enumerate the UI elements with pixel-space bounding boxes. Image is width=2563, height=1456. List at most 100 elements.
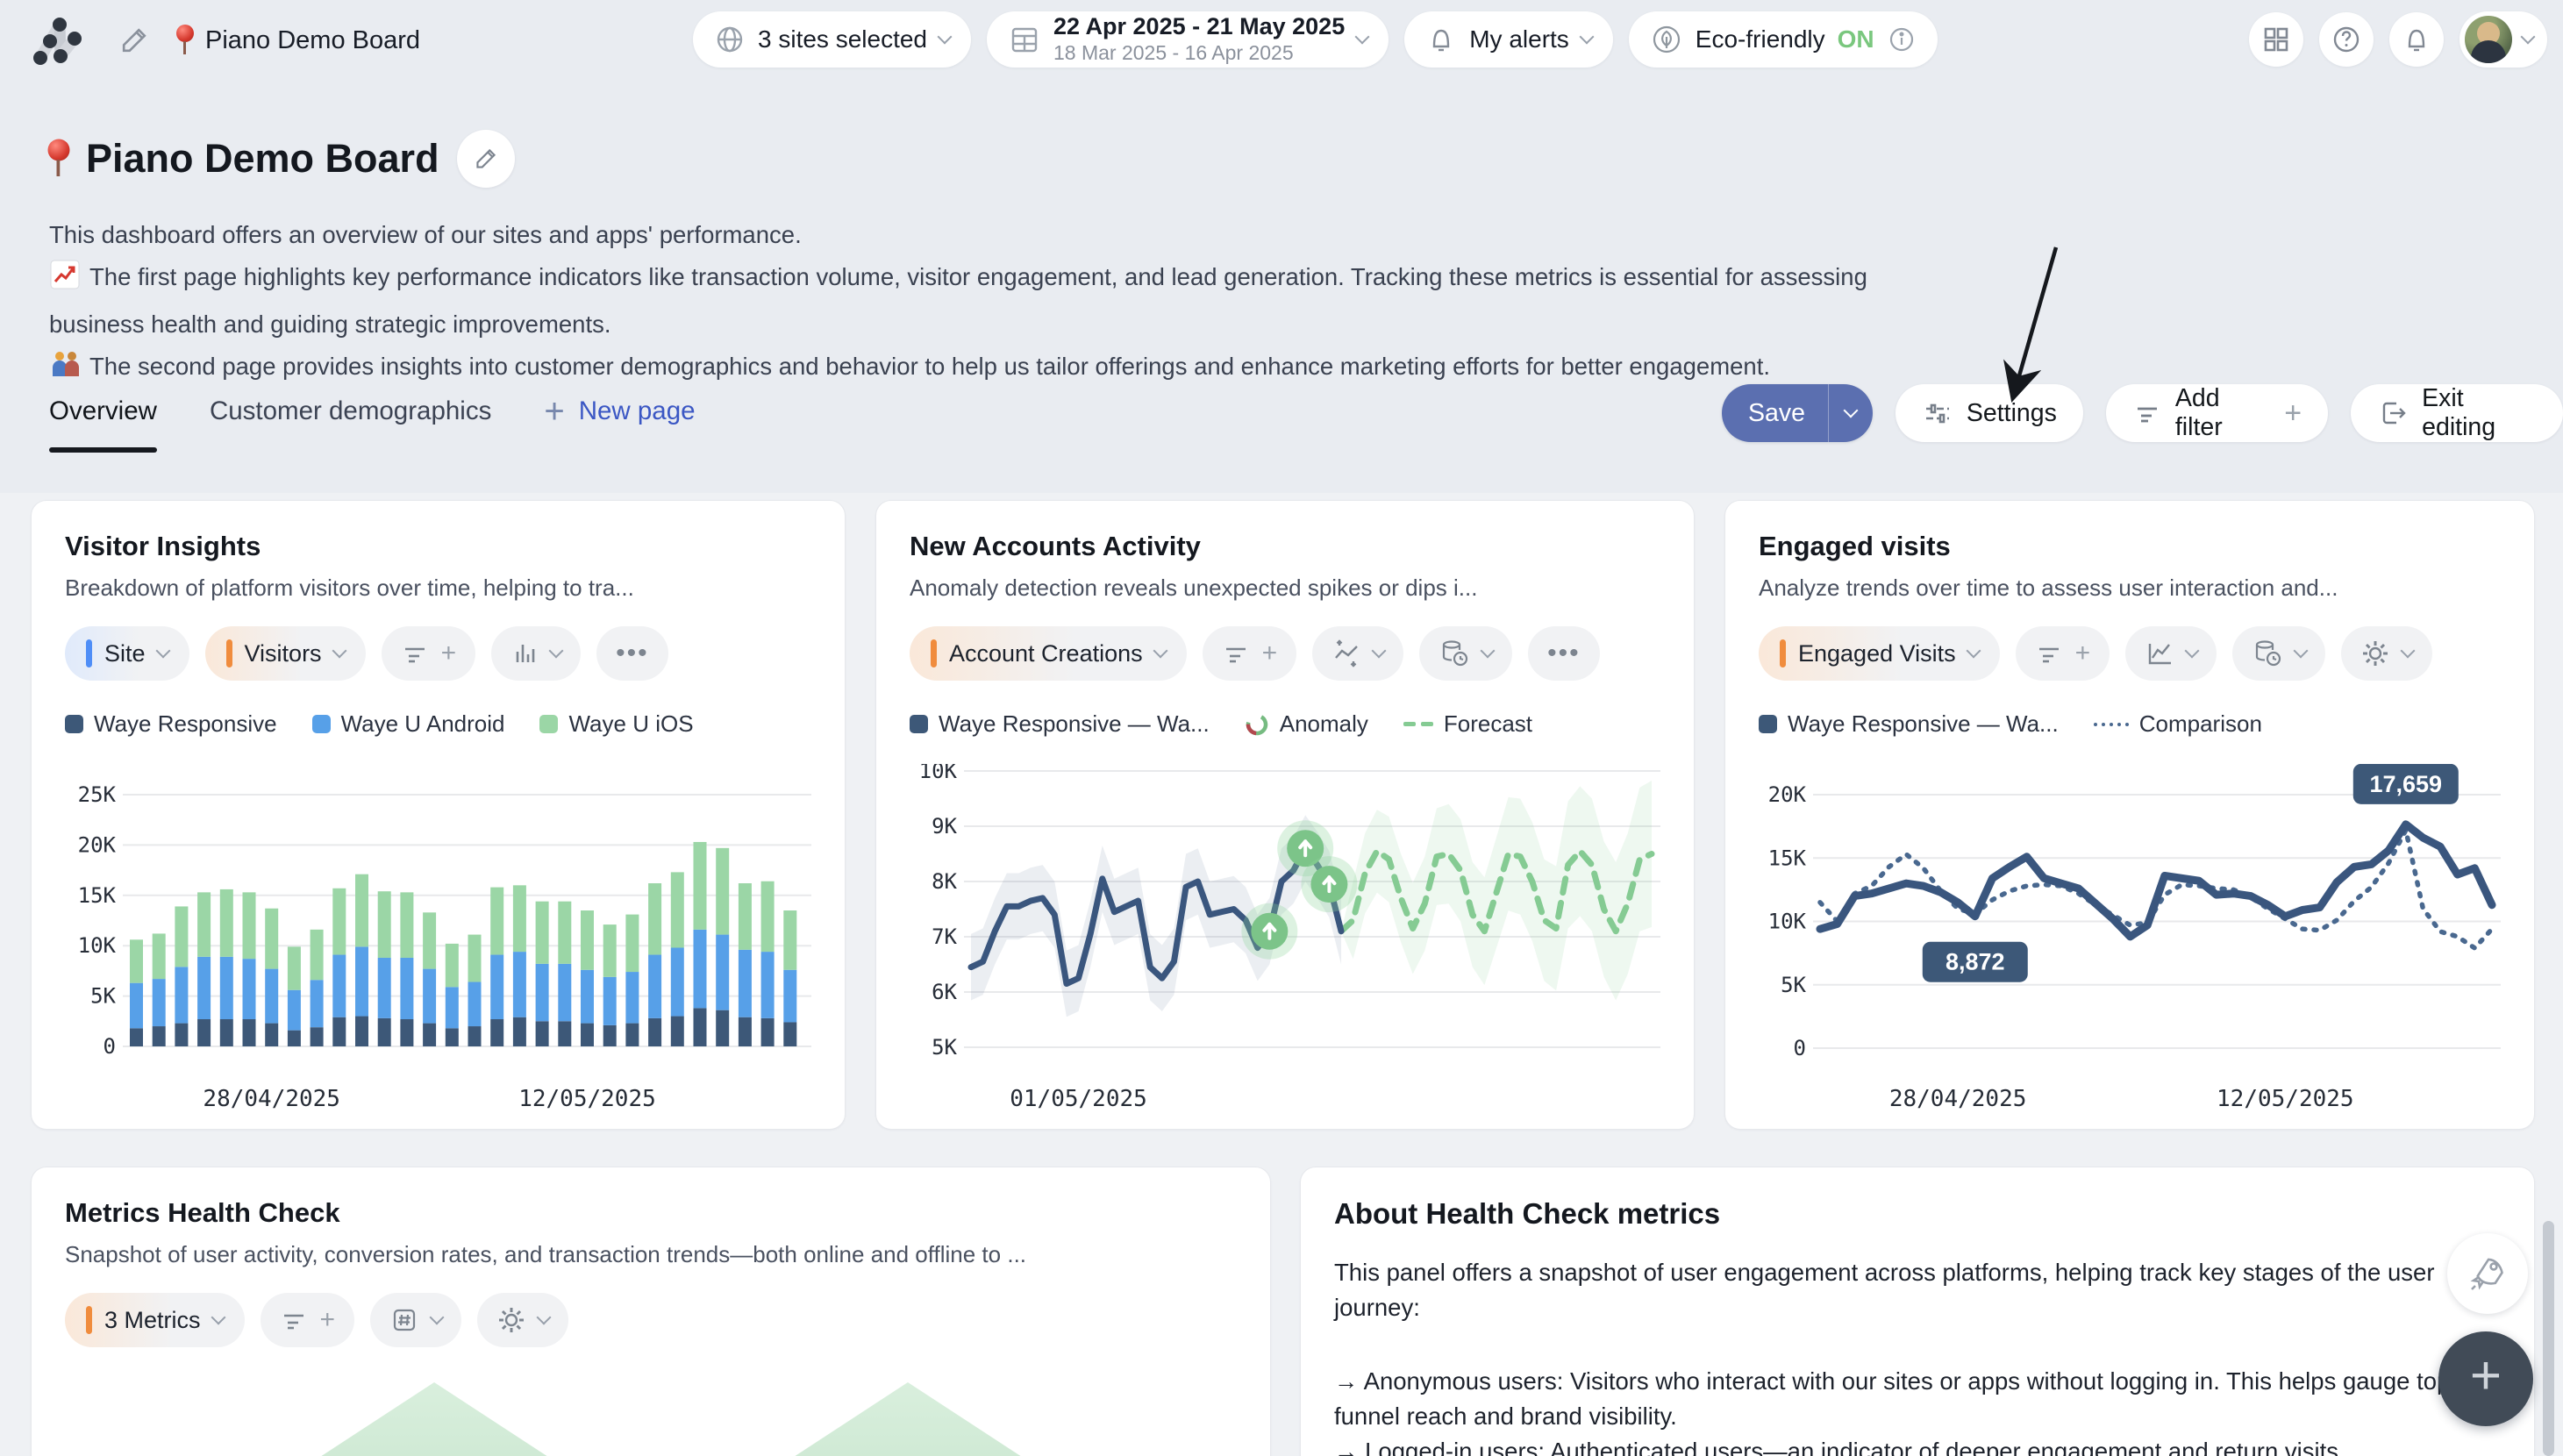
eco-friendly-toggle[interactable]: Eco-friendly ON	[1628, 11, 1938, 68]
chevron-down-icon	[211, 1310, 226, 1325]
svg-text:28/04/2025: 28/04/2025	[1889, 1086, 2027, 1112]
piano-analytics-logo[interactable]	[25, 12, 93, 68]
metric-chip-engaged-visits[interactable]: Engaged Visits	[1759, 626, 2000, 681]
filter-icon	[401, 639, 429, 667]
accent-bar	[1780, 639, 1786, 667]
chevron-down-icon	[1843, 403, 1859, 418]
data-period-chip[interactable]	[1419, 626, 1513, 681]
engaged-visits-chart[interactable]: 0 5K 10K 15K 20K 8,872 17,659 28/04/2025 12/05/2…	[1759, 763, 2501, 1119]
pyramid-chart[interactable]	[32, 1382, 837, 1456]
ellipsis-icon: •••	[616, 639, 649, 667]
info-icon[interactable]	[1887, 25, 1917, 54]
chart-type-chip[interactable]	[491, 626, 582, 681]
rocket-icon	[2467, 1253, 2509, 1295]
plus-icon: +	[2074, 639, 2091, 667]
svg-text:6K: 6K	[932, 980, 957, 1004]
card-description: Analyze trends over time to assess user …	[1759, 575, 2338, 601]
plus-icon: +	[319, 1305, 336, 1334]
more-options-chip[interactable]: •••	[596, 626, 668, 681]
card-metrics-health-check: Metrics Health Check Snapshot of user ac…	[31, 1167, 1271, 1456]
chevron-down-icon	[2520, 29, 2536, 45]
about-text: This panel offers a snapshot of user eng…	[1334, 1255, 2501, 1456]
add-widget-fab[interactable]: +	[2438, 1331, 2533, 1426]
chevron-down-icon	[155, 643, 171, 659]
visitor-insights-chart[interactable]: 0 5K 10K 15K 20K 25K 28/04/2025 12/05/2025	[65, 764, 811, 1119]
tab-customer-demographics[interactable]: Customer demographics	[209, 396, 492, 425]
card-title: Engaged visits	[1759, 531, 1951, 561]
sites-selector[interactable]: 3 sites selected	[693, 11, 971, 68]
chart-legend: Waye Responsive — Wa... Anomaly Forecast	[910, 710, 1660, 738]
tab-overview[interactable]: Overview	[49, 396, 157, 453]
help-button[interactable]	[2319, 12, 2374, 67]
filter-icon	[2132, 398, 2162, 428]
svg-text:0: 0	[1794, 1036, 1806, 1060]
card-controls: Engaged Visits +	[1759, 626, 2501, 681]
pin-icon	[46, 137, 71, 181]
date-range-primary: 22 Apr 2025 - 21 May 2025	[1053, 13, 1346, 39]
new-accounts-chart[interactable]: 10K 9K 8K 7K 6K 5K 01/05/2025	[910, 759, 1660, 1119]
svg-text:10K: 10K	[78, 933, 117, 958]
chart-legend: Waye Responsive Waye U Android Waye U iO…	[65, 710, 811, 738]
data-period-chip[interactable]	[2232, 626, 2326, 681]
card-controls: 3 Metrics +	[65, 1293, 1237, 1347]
svg-text:12/05/2025: 12/05/2025	[518, 1086, 656, 1112]
page-title: Piano Demo Board	[46, 130, 515, 188]
chevron-down-icon	[536, 1310, 552, 1325]
edit-title-button[interactable]	[456, 130, 515, 188]
chevron-down-icon	[1966, 643, 1981, 659]
metric-chip-3-metrics[interactable]: 3 Metrics	[65, 1293, 245, 1347]
save-button[interactable]: Save	[1722, 384, 1873, 442]
card-new-accounts-activity: New Accounts Activity Anomaly detection …	[875, 500, 1695, 1130]
calendar-icon	[1008, 23, 1041, 56]
filter-chip[interactable]: +	[2015, 626, 2110, 681]
anomaly-ring-icon	[1245, 712, 1269, 737]
exit-editing-button[interactable]: Exit editing	[2351, 384, 2563, 442]
new-page-button[interactable]: + New page	[544, 392, 696, 431]
filter-chip[interactable]: +	[381, 626, 476, 681]
settings-button[interactable]: Settings	[1895, 384, 2083, 442]
settings-chip[interactable]	[2341, 626, 2433, 681]
dimension-chip-site[interactable]: Site	[65, 626, 189, 681]
question-icon	[2331, 24, 2362, 55]
filter-chip[interactable]: +	[260, 1293, 355, 1347]
card-title: Visitor Insights	[65, 531, 261, 561]
date-range-selector[interactable]: 22 Apr 2025 - 21 May 2025 18 Mar 2025 - …	[987, 11, 1389, 68]
settings-chip[interactable]	[477, 1293, 569, 1347]
accent-bar	[86, 639, 92, 667]
more-options-chip[interactable]: •••	[1528, 626, 1600, 681]
description-line: The first page highlights key performanc…	[49, 256, 1944, 346]
number-format-chip[interactable]	[370, 1293, 462, 1347]
gear-icon	[2360, 639, 2390, 668]
avatar	[2465, 16, 2512, 63]
metric-chip-visitors[interactable]: Visitors	[204, 626, 366, 681]
anomaly-detection-chip[interactable]	[1312, 626, 1404, 681]
legend-swatch	[910, 715, 928, 733]
gear-icon	[496, 1305, 526, 1335]
svg-text:5K: 5K	[90, 984, 116, 1009]
my-alerts-menu[interactable]: My alerts	[1404, 11, 1613, 68]
card-engaged-visits: Engaged visits Analyze trends over time …	[1724, 500, 2535, 1130]
leaf-icon	[1650, 23, 1683, 56]
filter-icon	[2035, 639, 2063, 667]
globe-icon	[714, 24, 746, 55]
edit-board-icon[interactable]	[116, 22, 153, 59]
add-filter-button[interactable]: Add filter +	[2105, 384, 2329, 442]
apps-grid-button[interactable]	[2249, 12, 2303, 67]
eco-state-badge: ON	[1837, 25, 1874, 53]
save-dropdown-button[interactable]	[1827, 384, 1873, 442]
notifications-button[interactable]	[2389, 12, 2444, 67]
legend-item: Waye Responsive	[65, 710, 277, 738]
ellipsis-icon: •••	[1547, 639, 1581, 667]
card-description: Breakdown of platform visitors over time…	[65, 575, 634, 601]
chevron-down-icon	[429, 1310, 445, 1325]
vertical-scrollbar[interactable]	[2543, 1221, 2554, 1456]
pyramid-chart[interactable]	[505, 1382, 1270, 1456]
filter-chip[interactable]: +	[1202, 626, 1297, 681]
chevron-down-icon	[1354, 29, 1370, 45]
chart-type-chip[interactable]	[2125, 626, 2217, 681]
topbar-board-title: Piano Demo Board	[175, 23, 420, 58]
user-menu[interactable]	[2459, 11, 2547, 68]
database-clock-icon	[1439, 638, 1470, 669]
rocket-button[interactable]	[2447, 1233, 2528, 1314]
metric-chip-account-creations[interactable]: Account Creations	[910, 626, 1187, 681]
